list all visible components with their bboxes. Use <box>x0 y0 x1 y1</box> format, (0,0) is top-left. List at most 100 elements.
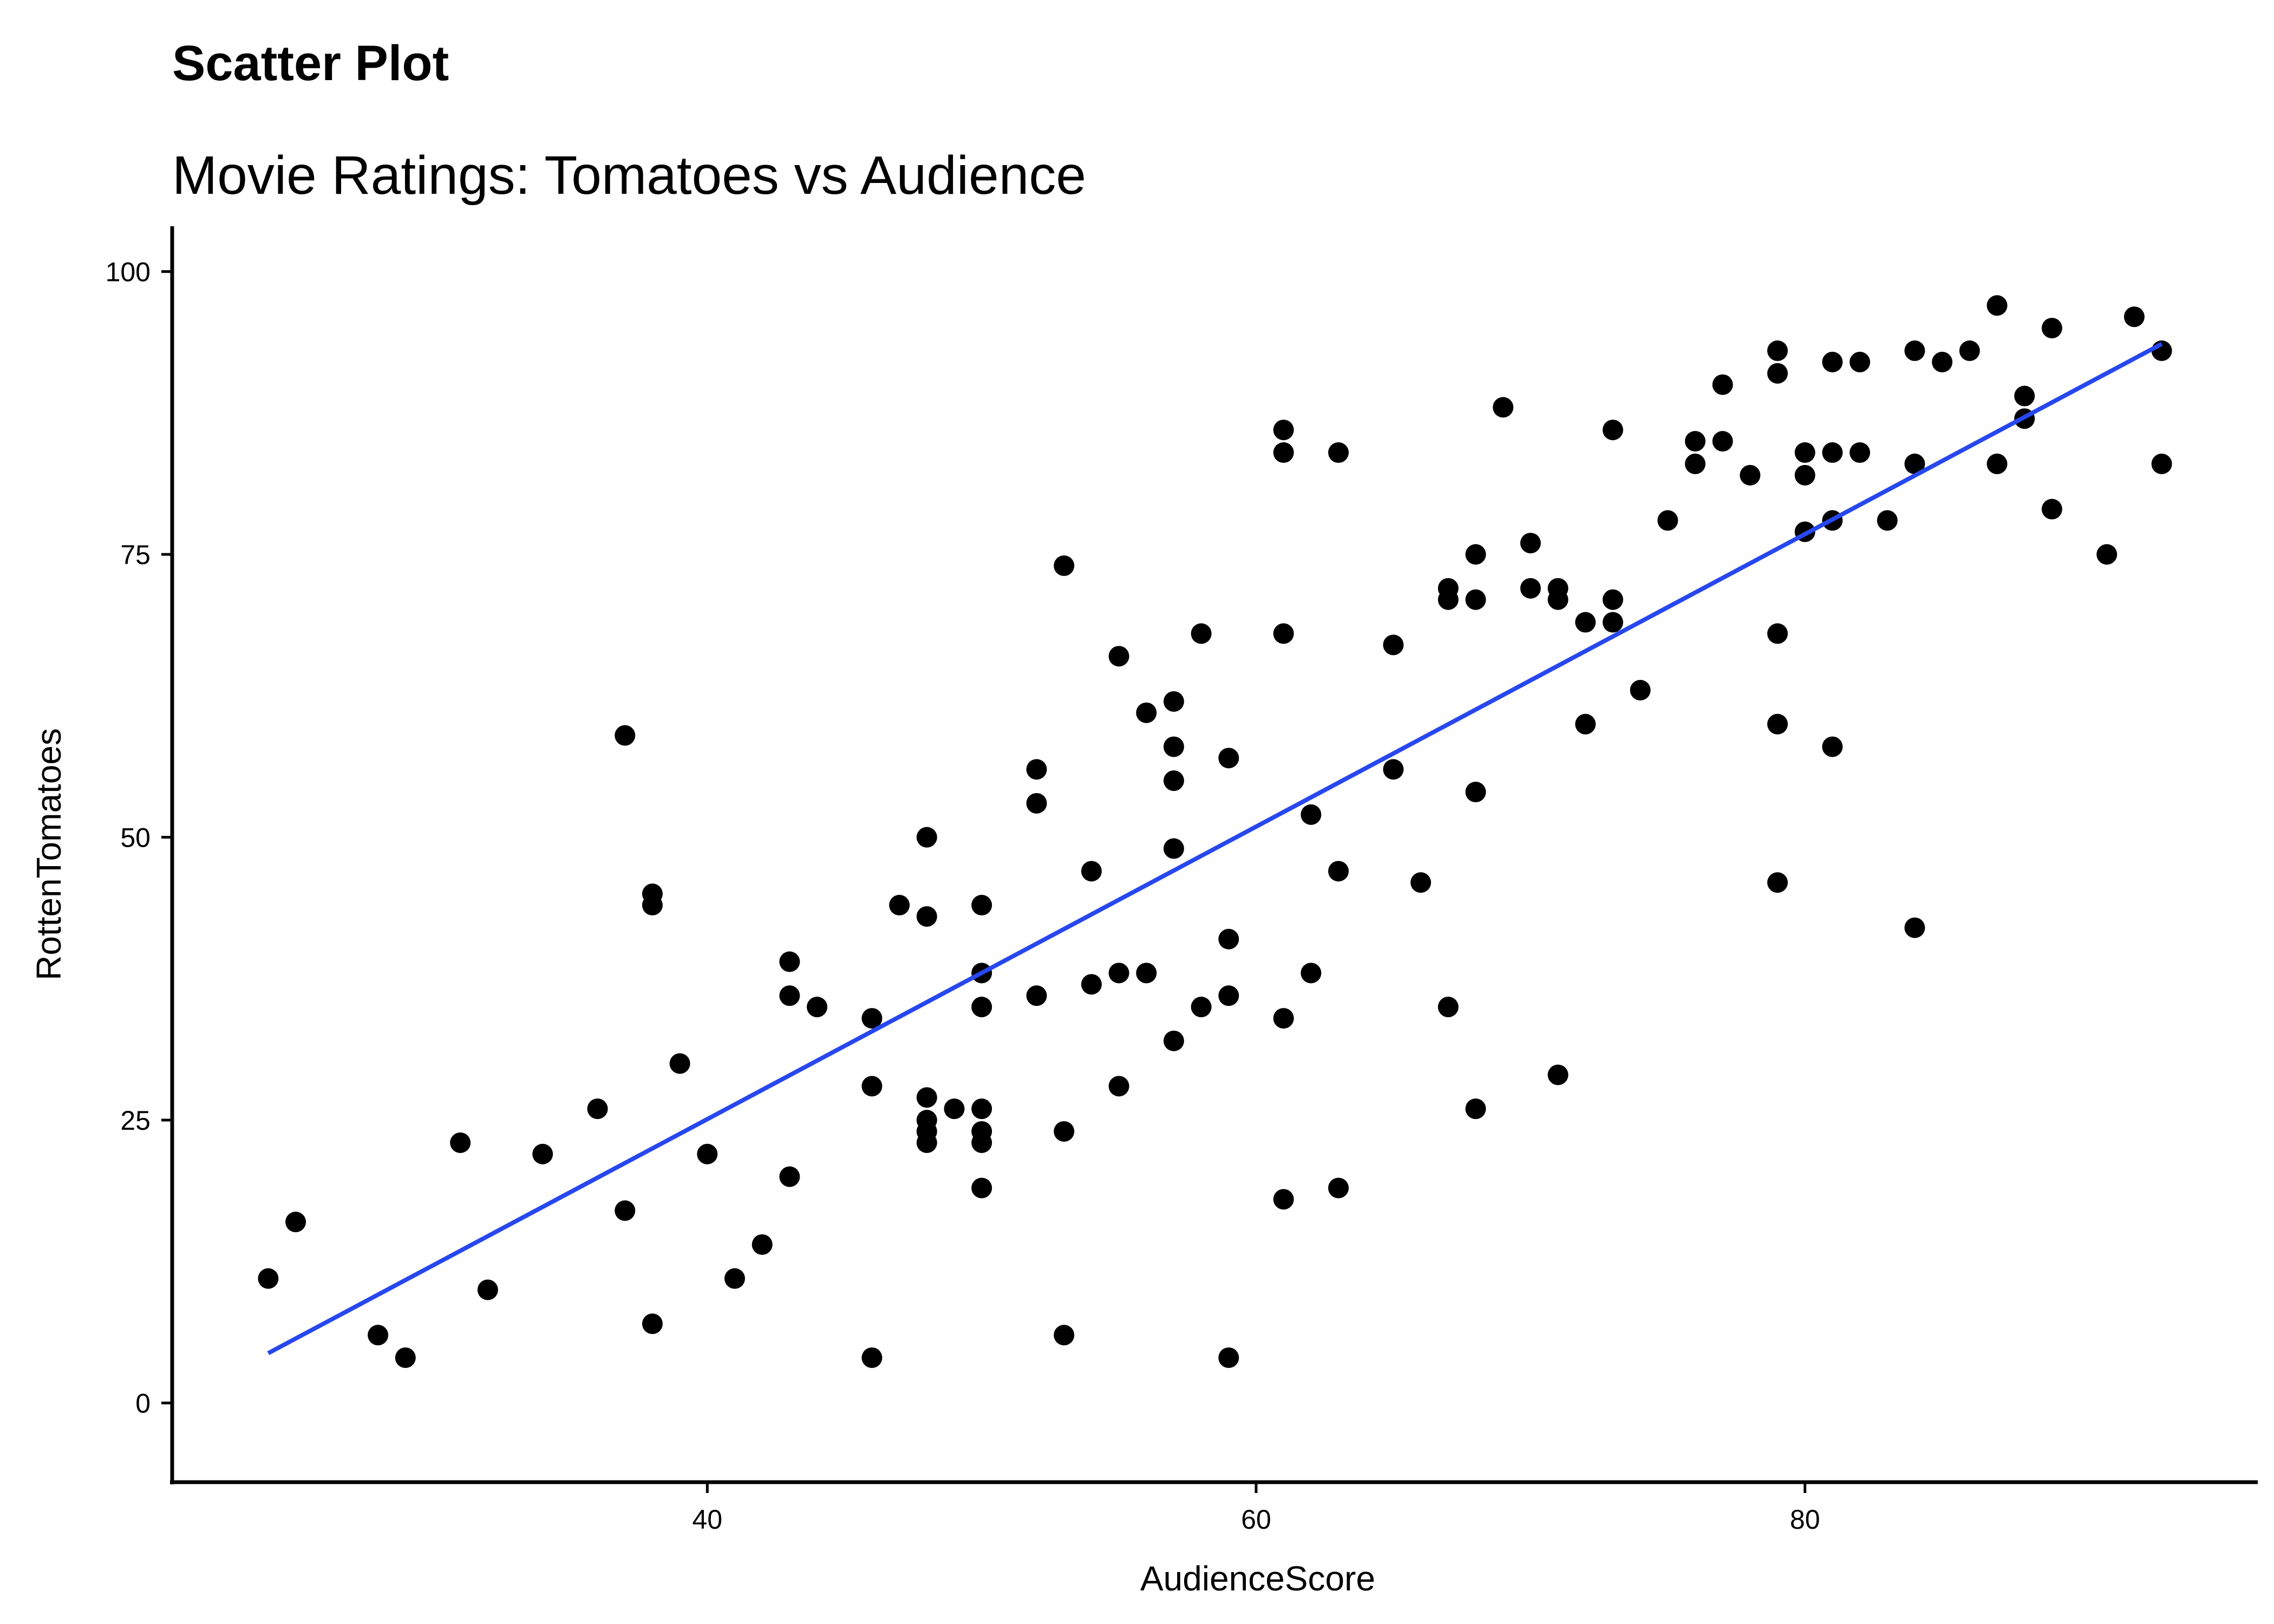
data-point-17 <box>752 1234 773 1255</box>
data-point-113 <box>1822 736 1843 757</box>
data-point-102 <box>1767 340 1788 361</box>
data-point-1 <box>258 1268 279 1289</box>
data-point-103 <box>1767 363 1788 384</box>
data-point-18 <box>779 951 800 972</box>
data-point-123 <box>1987 453 2008 474</box>
data-point-58 <box>1191 623 1212 644</box>
data-point-39 <box>971 1177 992 1199</box>
y-tick-label-100: 100 <box>106 257 151 287</box>
y-tick-label-50: 50 <box>120 823 151 853</box>
data-point-10 <box>615 1200 636 1221</box>
data-point-16 <box>724 1268 746 1289</box>
data-point-8 <box>587 1098 608 1119</box>
data-point-118 <box>1904 453 1925 474</box>
data-point-3 <box>368 1325 389 1346</box>
data-point-50 <box>1108 1076 1129 1097</box>
data-point-69 <box>1301 804 1322 825</box>
data-point-46 <box>1081 861 1102 882</box>
data-point-115 <box>1850 442 1871 463</box>
data-point-9 <box>615 725 636 746</box>
data-point-40 <box>1026 759 1047 780</box>
data-point-108 <box>1794 464 1815 486</box>
data-point-13 <box>642 1313 663 1334</box>
data-point-19 <box>779 985 800 1006</box>
data-point-35 <box>971 997 992 1018</box>
data-point-66 <box>1273 623 1294 644</box>
data-point-121 <box>1959 340 1980 361</box>
data-point-88 <box>1547 589 1569 610</box>
data-point-38 <box>971 1132 992 1153</box>
data-point-116 <box>1877 510 1898 531</box>
data-point-122 <box>1987 295 2008 316</box>
data-point-5 <box>450 1132 471 1153</box>
data-point-131 <box>2151 453 2172 474</box>
data-point-53 <box>1163 691 1184 712</box>
data-point-65 <box>1273 442 1294 463</box>
data-point-84 <box>1493 397 1514 418</box>
data-point-130 <box>2151 340 2172 361</box>
data-point-99 <box>1712 374 1733 395</box>
data-point-23 <box>861 1076 883 1097</box>
data-point-100 <box>1712 431 1733 452</box>
y-axis: 0 25 50 75 100 <box>106 257 172 1419</box>
data-point-70 <box>1301 962 1322 984</box>
x-tick-label-80: 80 <box>1790 1504 1820 1535</box>
data-point-64 <box>1273 420 1294 441</box>
data-point-127 <box>2041 499 2062 520</box>
data-point-49 <box>1108 962 1129 984</box>
data-point-33 <box>971 895 992 916</box>
data-point-24 <box>861 1347 883 1368</box>
data-point-57 <box>1163 1030 1184 1051</box>
data-point-89 <box>1547 1064 1569 1085</box>
data-point-128 <box>2096 544 2118 565</box>
y-tick-label-75: 75 <box>120 540 151 570</box>
data-point-28 <box>916 1087 937 1108</box>
data-point-56 <box>1163 838 1184 859</box>
data-point-95 <box>1630 679 1651 700</box>
data-point-44 <box>1054 1121 1075 1142</box>
data-point-119 <box>1904 917 1925 938</box>
data-point-114 <box>1850 351 1871 372</box>
data-point-93 <box>1602 589 1623 610</box>
y-tick-label-0: 0 <box>135 1389 151 1419</box>
data-point-80 <box>1465 544 1486 565</box>
data-point-59 <box>1191 997 1212 1018</box>
data-point-74 <box>1383 634 1404 656</box>
data-point-86 <box>1520 578 1541 599</box>
data-point-78 <box>1437 589 1459 610</box>
data-point-36 <box>971 1098 992 1119</box>
data-point-48 <box>1108 646 1129 667</box>
data-point-92 <box>1602 420 1623 441</box>
data-point-2 <box>285 1212 306 1233</box>
data-point-75 <box>1383 759 1404 780</box>
data-point-54 <box>1163 736 1184 757</box>
x-axis: 40 60 80 <box>692 1482 1820 1535</box>
data-point-42 <box>1026 985 1047 1006</box>
trend-line <box>267 342 2163 1355</box>
data-point-90 <box>1575 612 1596 633</box>
data-point-73 <box>1328 1177 1349 1199</box>
data-point-22 <box>861 1008 883 1029</box>
data-point-120 <box>1932 351 1953 372</box>
data-point-101 <box>1740 464 1761 486</box>
data-point-45 <box>1054 1325 1075 1346</box>
data-point-111 <box>1822 442 1843 463</box>
data-point-12 <box>642 895 663 916</box>
x-tick-label-40: 40 <box>692 1504 723 1535</box>
data-point-26 <box>916 827 937 848</box>
data-point-85 <box>1520 533 1541 554</box>
data-point-107 <box>1794 442 1815 463</box>
y-axis-title: RottenTomatoes <box>29 728 68 980</box>
data-point-79 <box>1437 997 1459 1018</box>
data-point-96 <box>1657 510 1678 531</box>
data-point-15 <box>697 1143 718 1164</box>
data-point-47 <box>1081 974 1102 995</box>
data-point-41 <box>1026 793 1047 814</box>
data-point-25 <box>889 895 910 916</box>
data-point-106 <box>1767 872 1788 893</box>
data-point-21 <box>807 997 828 1018</box>
data-point-82 <box>1465 782 1486 803</box>
data-point-91 <box>1575 713 1596 735</box>
plot-area <box>258 295 2172 1368</box>
